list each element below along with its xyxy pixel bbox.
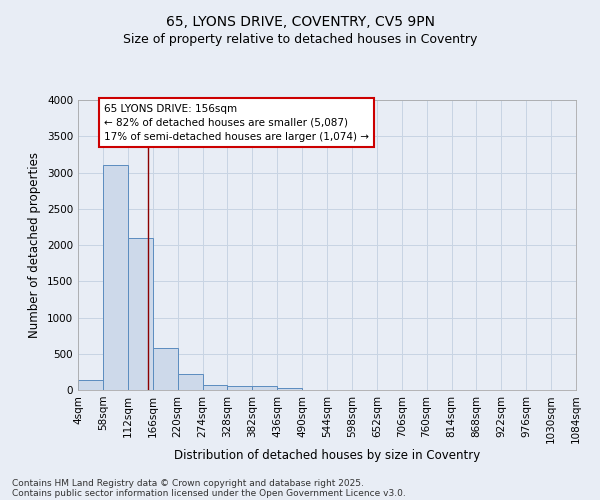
Y-axis label: Number of detached properties: Number of detached properties — [28, 152, 41, 338]
Bar — [152, 348, 178, 390]
Bar — [78, 380, 103, 390]
Bar — [178, 374, 203, 390]
Bar — [103, 166, 128, 390]
Text: 65 LYONS DRIVE: 156sqm
← 82% of detached houses are smaller (5,087)
17% of semi-: 65 LYONS DRIVE: 156sqm ← 82% of detached… — [104, 104, 369, 142]
Text: Contains public sector information licensed under the Open Government Licence v3: Contains public sector information licen… — [12, 488, 406, 498]
X-axis label: Distribution of detached houses by size in Coventry: Distribution of detached houses by size … — [174, 449, 480, 462]
Text: Contains HM Land Registry data © Crown copyright and database right 2025.: Contains HM Land Registry data © Crown c… — [12, 478, 364, 488]
Text: 65, LYONS DRIVE, COVENTRY, CV5 9PN: 65, LYONS DRIVE, COVENTRY, CV5 9PN — [166, 15, 434, 29]
Bar — [128, 238, 152, 390]
Bar — [227, 386, 252, 390]
Bar — [203, 385, 227, 390]
Text: Size of property relative to detached houses in Coventry: Size of property relative to detached ho… — [123, 32, 477, 46]
Bar — [253, 386, 277, 390]
Bar — [277, 388, 302, 390]
